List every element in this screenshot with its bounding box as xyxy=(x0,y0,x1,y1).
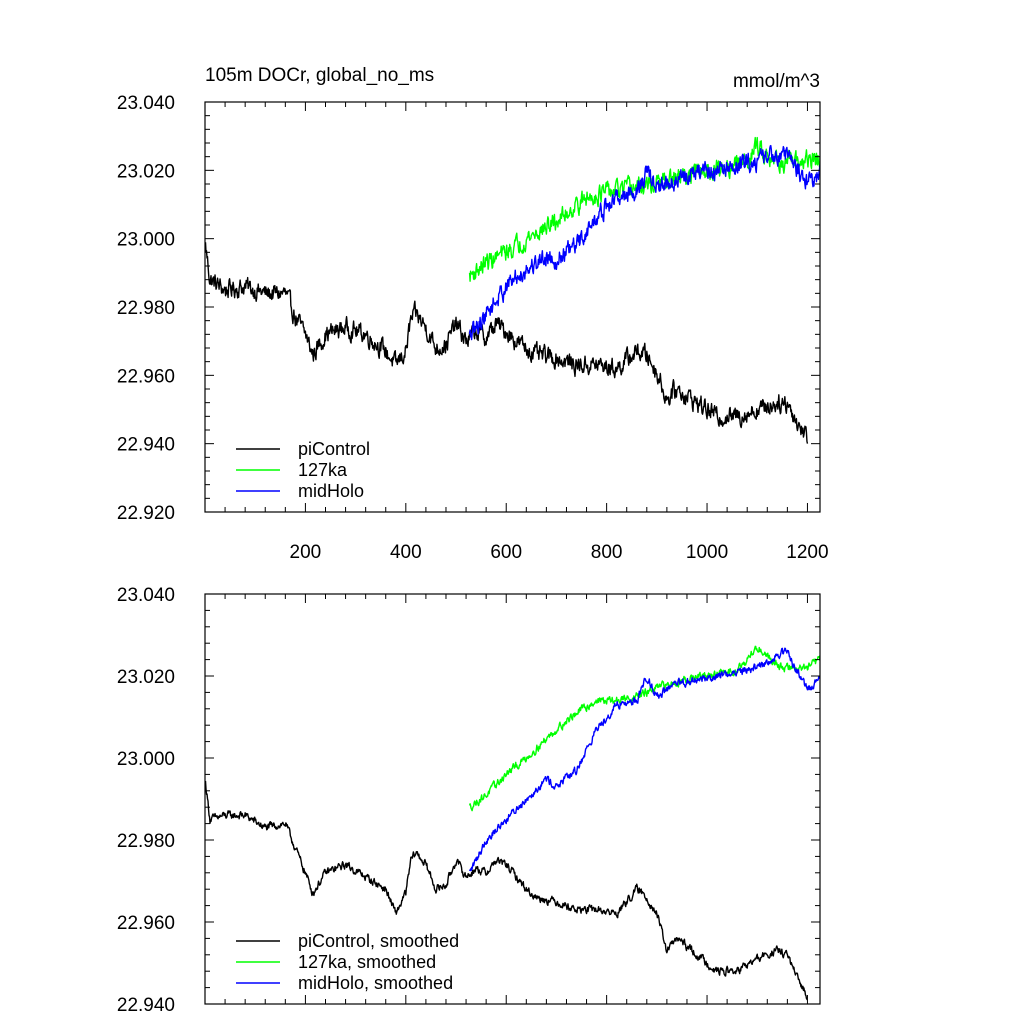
y-tick-label: 23.000 xyxy=(117,749,175,770)
series-group xyxy=(205,645,820,1001)
y-tick-label: 22.940 xyxy=(117,995,175,1016)
bottom-panel: 22.940 22.960 22.980 23.000 23.020 23.040 piCo… xyxy=(117,585,821,1016)
axes: 22.940 22.960 22.980 23.000 23.020 23.040 xyxy=(117,585,820,1016)
series-line-1 xyxy=(205,242,809,444)
top-panel: 22.920 22.940 22.960 22.980 23.000 23.020 23.0… xyxy=(117,65,829,563)
x-tick-label: 1000 xyxy=(686,542,728,563)
legend-label: 127ka xyxy=(298,460,348,480)
series-line-1 xyxy=(205,780,808,1001)
axes: 22.920 22.940 22.960 22.980 23.000 23.020 23.0… xyxy=(117,93,829,563)
legend-label: piControl xyxy=(298,439,370,459)
y-tick-label: 23.020 xyxy=(117,667,175,688)
y-tick-label: 23.040 xyxy=(117,93,175,114)
y-tick-label: 23.000 xyxy=(117,230,175,251)
series-group xyxy=(205,136,820,444)
series-line-3 xyxy=(468,144,820,341)
series-line-2 xyxy=(468,645,820,812)
units-label: mmol/m^3 xyxy=(733,71,820,92)
y-tick-label: 22.980 xyxy=(117,298,175,319)
y-tick-label: 22.940 xyxy=(117,435,175,456)
x-tick-label: 400 xyxy=(390,542,422,563)
x-tick-label: 200 xyxy=(290,542,322,563)
legend-label: 127ka, smoothed xyxy=(298,952,436,972)
y-tick-label: 22.960 xyxy=(117,913,175,934)
legend-label: piControl, smoothed xyxy=(298,931,459,951)
x-tick-label: 1200 xyxy=(786,542,828,563)
legend-label: midHolo, smoothed xyxy=(298,973,453,993)
y-tick-label: 23.040 xyxy=(117,585,175,606)
plot-frame xyxy=(204,593,821,1005)
chart-title: 105m DOCr, global_no_ms xyxy=(205,65,434,86)
series-line-3 xyxy=(468,647,820,872)
series-line-2 xyxy=(468,136,820,282)
y-tick-label: 22.980 xyxy=(117,831,175,852)
y-tick-label: 22.920 xyxy=(117,503,175,524)
y-tick-label: 22.960 xyxy=(117,366,175,387)
x-tick-label: 800 xyxy=(591,542,623,563)
x-tick-label: 600 xyxy=(490,542,522,563)
legend-label: midHolo xyxy=(298,481,364,501)
y-tick-label: 23.020 xyxy=(117,161,175,182)
